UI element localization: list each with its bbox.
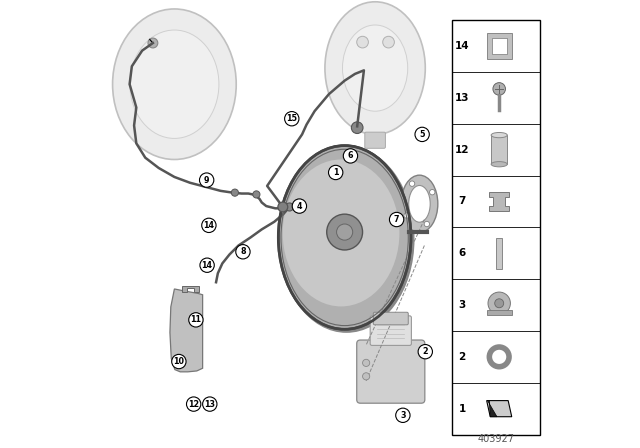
Circle shape: [424, 221, 429, 227]
Text: 10: 10: [173, 357, 184, 366]
Text: 14: 14: [454, 41, 469, 51]
FancyBboxPatch shape: [487, 33, 511, 59]
Circle shape: [200, 258, 214, 272]
Circle shape: [356, 36, 369, 48]
Text: 7: 7: [394, 215, 399, 224]
Circle shape: [328, 165, 343, 180]
Circle shape: [429, 190, 435, 195]
Circle shape: [415, 127, 429, 142]
Ellipse shape: [409, 185, 430, 222]
Circle shape: [495, 299, 504, 308]
FancyBboxPatch shape: [373, 312, 408, 325]
Circle shape: [231, 189, 239, 196]
FancyBboxPatch shape: [452, 20, 540, 435]
Text: 11: 11: [191, 315, 202, 324]
Text: 1: 1: [333, 168, 339, 177]
Text: 5: 5: [419, 130, 425, 139]
Circle shape: [148, 38, 158, 48]
Ellipse shape: [491, 133, 508, 138]
Circle shape: [362, 373, 370, 380]
Circle shape: [285, 112, 299, 126]
Text: 1: 1: [458, 404, 466, 414]
Polygon shape: [490, 192, 509, 211]
Text: 13: 13: [204, 400, 215, 409]
Circle shape: [253, 191, 260, 198]
Circle shape: [383, 36, 394, 48]
Circle shape: [493, 82, 506, 95]
Circle shape: [186, 397, 201, 411]
Circle shape: [203, 397, 217, 411]
Text: 8: 8: [240, 247, 246, 256]
FancyBboxPatch shape: [365, 132, 385, 148]
Ellipse shape: [325, 2, 425, 134]
Text: 12: 12: [188, 400, 199, 409]
FancyBboxPatch shape: [370, 316, 412, 345]
Circle shape: [189, 313, 203, 327]
Text: 14: 14: [202, 261, 212, 270]
Ellipse shape: [278, 146, 411, 329]
FancyBboxPatch shape: [356, 340, 425, 403]
Circle shape: [337, 224, 353, 240]
Text: 15: 15: [286, 114, 297, 123]
Circle shape: [343, 149, 358, 163]
FancyBboxPatch shape: [492, 38, 507, 54]
Text: 12: 12: [455, 145, 469, 155]
Ellipse shape: [130, 30, 219, 138]
FancyBboxPatch shape: [491, 135, 508, 164]
FancyBboxPatch shape: [486, 310, 512, 315]
Text: 3: 3: [400, 411, 406, 420]
Text: 3: 3: [458, 300, 466, 310]
Ellipse shape: [283, 159, 399, 306]
Circle shape: [285, 203, 294, 211]
Circle shape: [200, 173, 214, 187]
Ellipse shape: [113, 9, 236, 159]
Polygon shape: [486, 401, 512, 417]
Circle shape: [404, 213, 410, 218]
Circle shape: [351, 122, 363, 134]
Circle shape: [202, 218, 216, 233]
Circle shape: [236, 245, 250, 259]
Circle shape: [488, 292, 511, 314]
Circle shape: [292, 199, 307, 213]
Text: 2: 2: [422, 347, 428, 356]
Text: 9: 9: [204, 176, 209, 185]
Ellipse shape: [342, 25, 408, 111]
Circle shape: [278, 202, 288, 212]
Text: 13: 13: [455, 93, 469, 103]
Circle shape: [362, 359, 370, 366]
Ellipse shape: [491, 162, 508, 167]
Polygon shape: [170, 289, 203, 372]
FancyBboxPatch shape: [496, 237, 502, 269]
Polygon shape: [488, 401, 497, 417]
Text: 6: 6: [458, 248, 466, 258]
Circle shape: [418, 345, 433, 359]
Text: 2: 2: [458, 352, 466, 362]
Ellipse shape: [401, 175, 438, 233]
Text: 7: 7: [458, 197, 466, 207]
Circle shape: [410, 181, 415, 186]
Text: 4: 4: [297, 202, 302, 211]
Circle shape: [172, 354, 186, 369]
Text: 14: 14: [204, 221, 214, 230]
Circle shape: [396, 408, 410, 422]
Ellipse shape: [278, 146, 415, 333]
Polygon shape: [182, 286, 199, 292]
Text: 403927: 403927: [477, 435, 515, 444]
Circle shape: [389, 212, 404, 227]
Circle shape: [327, 214, 363, 250]
Text: 6: 6: [348, 151, 353, 160]
